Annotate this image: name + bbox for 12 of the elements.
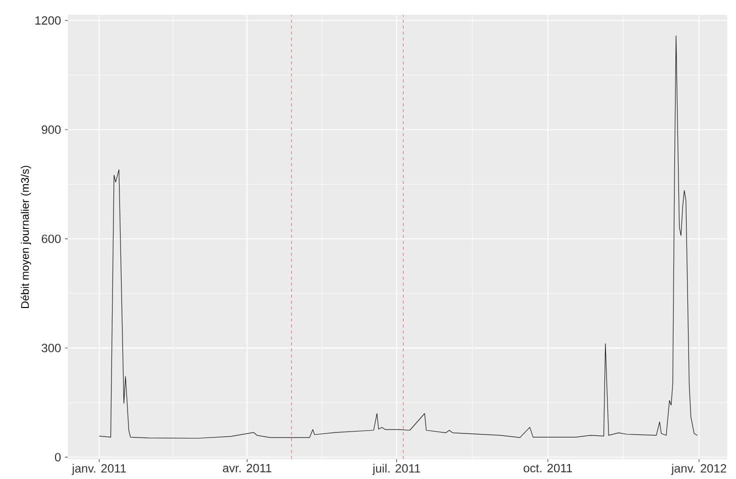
y-tick-label: 1200 bbox=[35, 16, 61, 25]
y-tick-label: 0 bbox=[54, 452, 61, 462]
x-tick-label: avr. 2011 bbox=[222, 464, 272, 472]
x-tick-label: janv. 2012 bbox=[671, 464, 726, 475]
y-tick-label: 600 bbox=[42, 234, 61, 244]
x-tick-label: oct. 2011 bbox=[524, 464, 572, 472]
x-tick-label: janv. 2011 bbox=[72, 464, 126, 475]
x-tick-label: juil. 2011 bbox=[372, 464, 420, 475]
y-tick-label: 300 bbox=[42, 344, 61, 352]
y-axis-title: Débit moyen journalier (m3/s) bbox=[20, 166, 32, 308]
y-tick-label: 900 bbox=[42, 125, 61, 134]
line-series bbox=[98, 35, 698, 439]
